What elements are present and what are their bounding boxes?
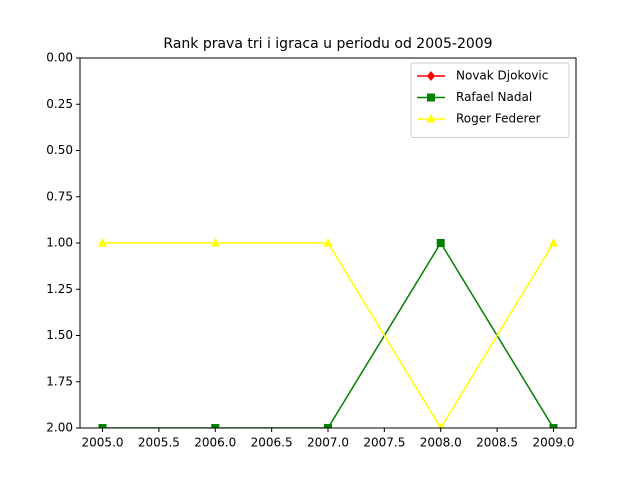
- marker: [98, 424, 107, 428]
- legend-label: Roger Federer: [456, 112, 541, 126]
- marker: [98, 238, 108, 247]
- marker: [548, 238, 558, 247]
- x-tick-label: 2006.0: [194, 436, 236, 450]
- plot-area: [98, 238, 558, 428]
- series-line: [102, 241, 555, 428]
- marker: [438, 423, 444, 428]
- marker: [210, 238, 220, 247]
- x-tick-label: 2009.0: [532, 436, 574, 450]
- y-tick-label: 0.50: [46, 143, 73, 157]
- y-tick-label: 0.00: [46, 51, 73, 65]
- y-tick-label: 1.50: [46, 328, 73, 342]
- y-tick-label: 0.75: [46, 189, 73, 203]
- marker: [211, 424, 220, 428]
- y-tick-label: 0.25: [46, 97, 73, 111]
- legend-marker: [427, 93, 435, 102]
- y-tick-label: 2.00: [46, 421, 73, 435]
- y-tick-label: 1.00: [46, 236, 73, 250]
- x-tick-label: 2007.0: [307, 436, 349, 450]
- legend-marker: [427, 71, 435, 81]
- marker: [324, 424, 332, 428]
- x-tick-label: 2008.5: [476, 436, 518, 450]
- chart-title: Rank prava tri i igraca u periodu od 200…: [163, 36, 492, 52]
- marker: [436, 239, 445, 247]
- legend-marker: [426, 114, 436, 123]
- y-tick-label: 1.75: [46, 374, 73, 388]
- legend-label: Novak Djokovic: [456, 69, 548, 83]
- legend-label: Rafael Nadal: [456, 90, 532, 104]
- x-tick-label: 2005.0: [82, 436, 124, 450]
- x-tick-label: 2006.5: [251, 436, 293, 450]
- x-tick-label: 2007.5: [363, 436, 405, 450]
- marker: [549, 424, 558, 428]
- legend-box: [410, 62, 570, 138]
- x-tick-label: 2008.0: [420, 436, 462, 450]
- marker: [323, 238, 333, 247]
- y-tick-label: 1.25: [46, 282, 73, 296]
- x-tick-label: 2005.5: [138, 436, 180, 450]
